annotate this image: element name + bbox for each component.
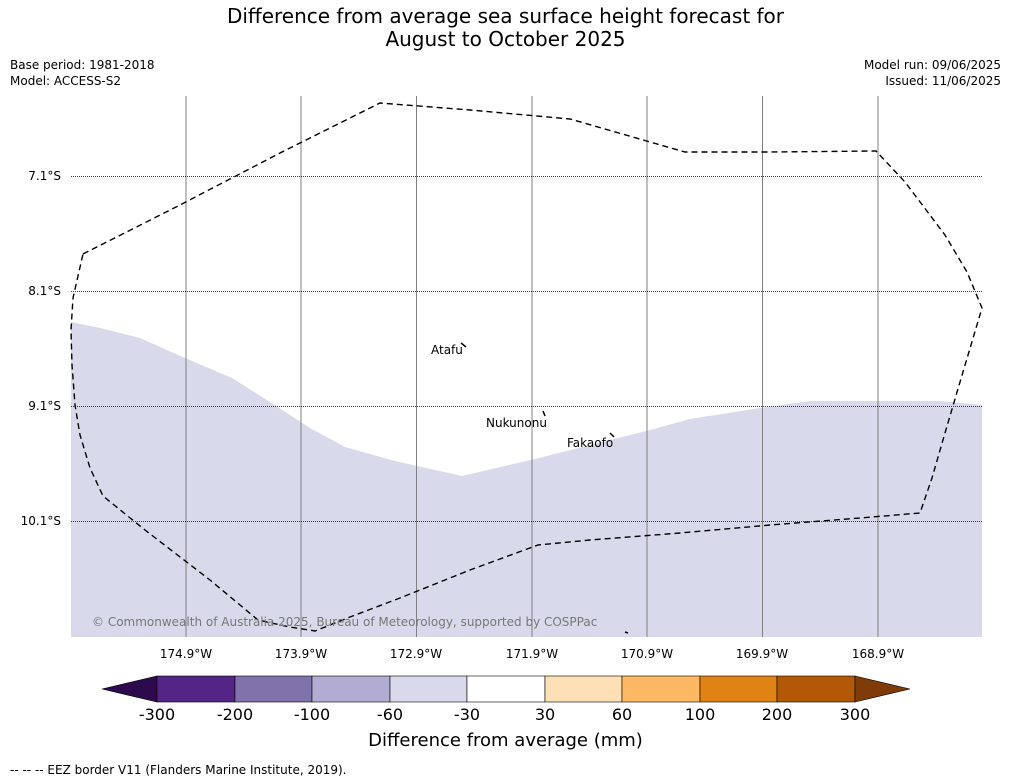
colorbar-title: Difference from average (mm) [368,730,643,751]
colorbar-tick: -100 [293,705,331,724]
lat-label-10-1: 10.1°S [20,514,61,528]
lon-label-173-9: 173.9°W [274,647,328,661]
colorbar-segment [389,675,468,703]
map-title: Difference from average sea surface heig… [0,5,1011,51]
colorbar-segment [101,675,158,703]
colorbar-segment [621,675,701,703]
lat-label-9-1: 9.1°S [28,399,61,413]
atafu-island [460,342,467,348]
nukunonu-island [542,410,546,417]
colorbar-segment [699,675,778,703]
title-line-1: Difference from average sea surface heig… [226,4,785,28]
fakaofo-island [609,432,615,438]
lon-label-174-9: 174.9°W [159,647,213,661]
lat-label-7-1: 7.1°S [28,169,61,183]
colorbar-tick: -300 [138,705,176,724]
colorbar-tick: 300 [839,705,871,724]
issued-date: Issued: 11/06/2025 [885,74,1001,88]
eez-legend-footer: -- -- -- EEZ border V11 (Flanders Marine… [10,763,347,777]
small-islet [624,631,629,634]
fakaofo-label: Fakaofo [567,436,613,450]
lon-label-169-9: 169.9°W [735,647,789,661]
colorbar-tick: -30 [453,705,481,724]
meta-left: Base period: 1981-2018 Model: ACCESS-S2 [10,57,155,89]
shaded-region [71,322,982,637]
lon-label-170-9: 170.9°W [620,647,674,661]
colorbar-tick: 100 [684,705,716,724]
nukunonu-label: Nukunonu [486,416,547,430]
lat-label-8-1: 8.1°S [28,284,61,298]
model-run: Model run: 09/06/2025 [863,58,1001,72]
colorbar-segment [311,675,391,703]
lon-label-171-9: 171.9°W [505,647,559,661]
meta-right: Model run: 09/06/2025 Issued: 11/06/2025 [864,57,1001,89]
meridian-lines [185,96,879,637]
colorbar-segment [854,675,911,703]
colorbar-segment [234,675,313,703]
colorbar-tick: -200 [216,705,254,724]
colorbar-tick: 60 [611,705,633,724]
colorbar-segment [776,675,856,703]
eez-border [70,102,983,632]
lon-label-168-9: 168.9°W [851,647,905,661]
model-name: Model: ACCESS-S2 [10,74,122,88]
colorbar-segment [544,675,623,703]
base-period: Base period: 1981-2018 [10,58,155,72]
atafu-label: Atafu [431,343,463,357]
colorbar-tick: 200 [761,705,793,724]
colorbar-tick: 30 [534,705,556,724]
colorbar-tick: -60 [376,705,404,724]
colorbar [101,675,911,703]
lon-label-172-9: 172.9°W [389,647,443,661]
copyright-text: © Commonwealth of Australia 2025, Bureau… [92,615,597,629]
colorbar-segment [466,675,546,703]
title-line-2: August to October 2025 [385,27,626,51]
colorbar-segment [156,675,236,703]
